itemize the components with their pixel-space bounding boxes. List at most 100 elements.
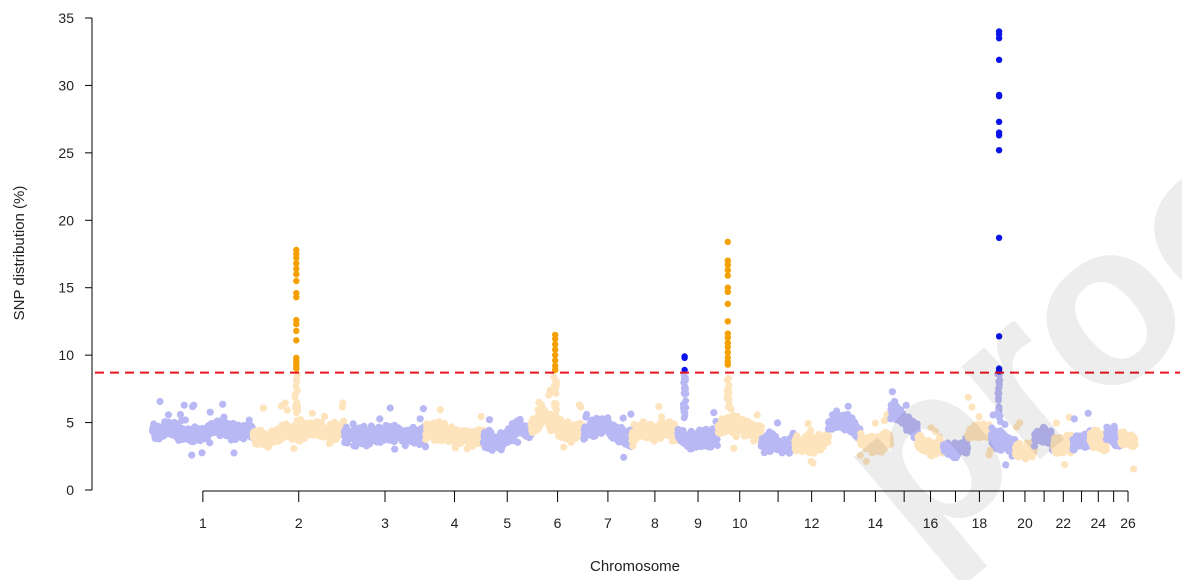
significant-snp-point <box>293 260 300 267</box>
significant-snp-point <box>995 56 1003 63</box>
significant-snp-point <box>552 341 559 348</box>
x-tick-label: 6 <box>554 515 562 531</box>
snp-point <box>339 399 347 407</box>
significant-snp-point <box>724 343 731 351</box>
x-tick-label: 10 <box>732 515 748 531</box>
snp-point <box>707 443 715 451</box>
snp-point <box>352 442 360 450</box>
significant-snp-point <box>293 265 300 272</box>
chromosome-3-points <box>340 404 430 453</box>
chromosome-1-points <box>148 397 257 459</box>
x-tick-label: 5 <box>503 515 511 531</box>
significant-snp-point <box>724 349 731 356</box>
snp-point <box>219 400 227 408</box>
snp-point <box>995 383 1003 391</box>
snp-point <box>687 427 695 435</box>
snp-point <box>551 403 559 411</box>
snp-point <box>757 423 765 431</box>
snp-point <box>655 403 663 411</box>
significant-snp-point <box>724 318 731 325</box>
snp-point <box>308 409 316 417</box>
significant-snp-point <box>552 357 559 364</box>
significant-snp-point <box>995 93 1003 100</box>
snp-point <box>1002 461 1010 469</box>
snp-point <box>485 416 494 424</box>
chromosome-7-points <box>580 410 636 461</box>
snp-point <box>487 428 495 436</box>
significant-snp-point <box>995 234 1003 241</box>
snp-point <box>1070 415 1078 423</box>
snp-point <box>862 457 870 465</box>
chromosome-12-points <box>791 420 833 467</box>
y-tick-label: 5 <box>66 415 74 431</box>
significant-snp-point <box>995 132 1003 139</box>
snp-point <box>913 420 921 428</box>
y-tick-label: 20 <box>58 212 74 228</box>
snp-point <box>723 376 731 384</box>
snp-point <box>560 443 568 451</box>
snp-point <box>975 413 983 421</box>
chromosome-22-points <box>1050 413 1077 469</box>
snp-point <box>750 437 758 445</box>
significant-snp-point <box>293 337 300 344</box>
snp-point <box>181 416 189 424</box>
snp-point <box>725 396 733 403</box>
snp-point <box>259 404 268 412</box>
significant-snp-point <box>724 288 731 295</box>
snp-point <box>657 413 666 421</box>
snp-point <box>176 410 184 419</box>
snp-point <box>294 407 302 415</box>
significant-snp-point <box>724 261 731 268</box>
y-tick-label: 15 <box>58 280 74 296</box>
snp-point <box>723 414 731 421</box>
significant-snp-point <box>552 351 559 359</box>
significant-snp-point <box>552 346 559 353</box>
snp-point <box>963 444 972 452</box>
snp-point <box>994 408 1002 415</box>
snp-point <box>391 445 399 453</box>
chromosome-18-points <box>963 393 996 459</box>
snp-point <box>293 416 301 424</box>
snp-point <box>1131 440 1139 449</box>
significant-snp-point <box>293 320 300 328</box>
snp-point <box>156 397 164 406</box>
significant-snp-point <box>552 366 559 374</box>
snp-point <box>627 410 635 418</box>
snp-point <box>583 410 591 419</box>
snp-point <box>190 401 198 409</box>
significant-snp-point <box>552 335 559 343</box>
snp-point <box>680 414 688 422</box>
snp-point <box>1129 465 1138 473</box>
significant-snp-point <box>724 267 731 274</box>
snp-point <box>619 414 627 422</box>
x-tick-label: 8 <box>651 515 659 531</box>
snp-point <box>386 404 394 412</box>
x-tick-label: 4 <box>451 515 459 531</box>
snp-point <box>551 386 559 393</box>
snp-point <box>753 411 761 419</box>
snp-point <box>245 416 253 424</box>
snp-point <box>220 413 228 421</box>
significant-snp-point <box>724 300 731 308</box>
x-axis: 1 2 3 4 5 6 7 8 9 10 12 14 16 18 20 22 24 26 <box>199 490 1136 531</box>
snp-point <box>713 435 721 443</box>
chromosome-5-points <box>479 415 535 454</box>
snp-point <box>996 376 1004 384</box>
snp-point <box>349 420 357 428</box>
x-tick-label: 9 <box>694 515 702 531</box>
snp-point <box>477 412 485 421</box>
snp-point <box>1061 460 1069 469</box>
x-tick-label: 16 <box>923 515 939 531</box>
snp-point <box>968 403 976 411</box>
x-tick-label: 3 <box>381 515 389 531</box>
snp-point <box>995 396 1002 404</box>
snp-point <box>681 402 688 409</box>
watermark-text: proofs <box>786 0 1182 580</box>
snp-point <box>931 427 940 435</box>
chromosome-14-points <box>856 411 895 465</box>
y-axis: 0 5 10 15 20 25 30 35 <box>58 10 93 498</box>
snp-point <box>713 441 722 450</box>
chromosome-4-points <box>422 406 487 453</box>
x-tick-label: 2 <box>295 515 303 531</box>
